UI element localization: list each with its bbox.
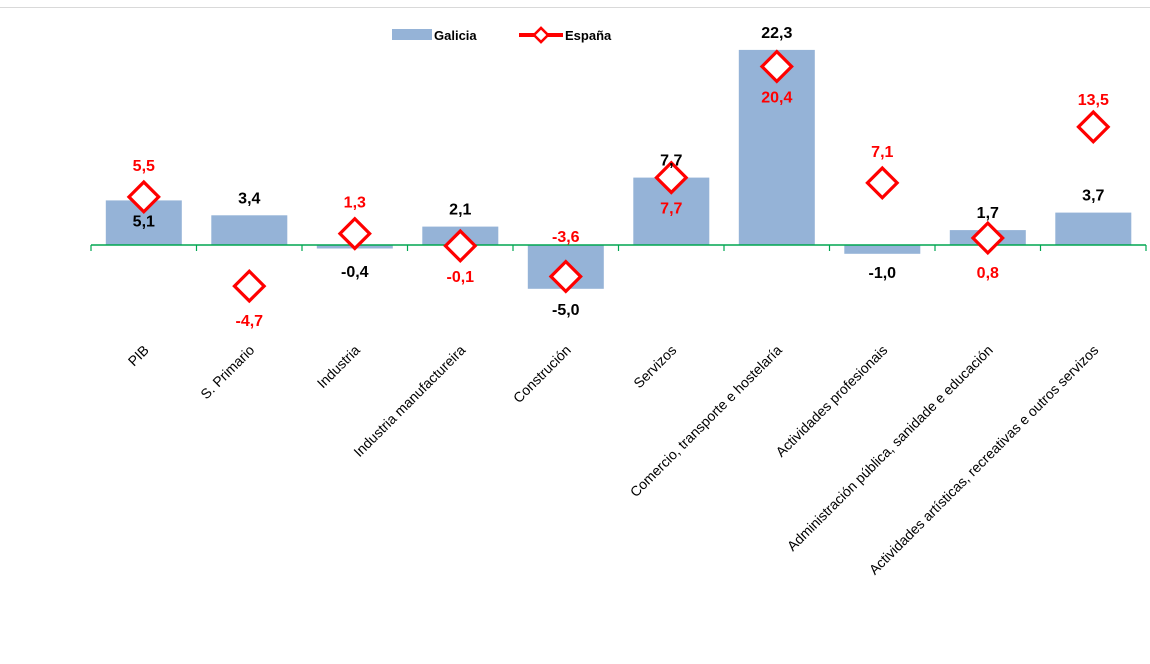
marker-espana-1: [232, 268, 267, 304]
marker-espana-8: [970, 220, 1005, 256]
category-label-8: Administración pública, sanidade e educa…: [784, 342, 996, 554]
category-label-7: Actividades profesionais: [772, 342, 890, 460]
category-label-2: Industria: [314, 342, 363, 391]
marker-espana-6: [759, 49, 794, 84]
data-label-galicia-2: -0,4: [341, 264, 369, 281]
data-label-espana-5: 7,7: [660, 201, 682, 218]
category-label-9: Actividades artísticas, recreativas e ou…: [866, 342, 1102, 578]
data-label-espana-4: -3,6: [552, 229, 580, 246]
category-label-0: PIB: [125, 342, 152, 369]
data-label-espana-7: 7,1: [871, 144, 893, 161]
bar-galicia-1: [211, 215, 288, 246]
marker-espana-3: [443, 228, 478, 264]
axis-layer: [90, 244, 1147, 251]
data-label-galicia-4: -5,0: [552, 302, 580, 319]
data-label-galicia-9: 3,7: [1082, 188, 1104, 205]
data-label-espana-6: 20,4: [761, 90, 792, 107]
data-label-galicia-8: 1,7: [977, 205, 999, 222]
legend-marker-espana: [532, 26, 550, 44]
data-label-galicia-5: 7,7: [660, 153, 682, 170]
marker-espana-2: [337, 216, 372, 251]
marker-espana-9: [1076, 109, 1111, 145]
category-label-4: Construción: [510, 342, 574, 406]
marker-espana-4: [548, 259, 583, 294]
marker-espana-7: [865, 165, 900, 201]
bar-galicia-7: [844, 245, 921, 254]
legend-swatch-galicia: [392, 29, 432, 40]
legend-label-espana: España: [565, 28, 612, 43]
data-label-espana-9: 13,5: [1078, 92, 1109, 109]
data-label-espana-2: 1,3: [344, 195, 366, 212]
category-label-3: Industria manufactureira: [350, 342, 468, 460]
bar-galicia-9: [1055, 212, 1132, 245]
data-label-espana-8: 0,8: [977, 265, 999, 282]
bars-layer: [105, 49, 1132, 289]
category-label-1: S. Primario: [197, 342, 257, 402]
marker-espana-5: [654, 160, 689, 195]
data-label-galicia-0: 5,1: [133, 213, 155, 230]
markers-layer: [126, 49, 1111, 304]
data-label-galicia-7: -1,0: [869, 265, 897, 282]
data-label-galicia-1: 3,4: [238, 190, 260, 207]
data-label-galicia-3: 2,1: [449, 202, 471, 219]
data-label-espana-1: -4,7: [236, 313, 264, 330]
labels-layer: 5,1 5,5 3,4 -4,7 -0,4 1,3 2,1 -0,1 -5,0 -3,6 7,7 7,…: [133, 25, 1109, 330]
data-label-espana-0: 5,5: [133, 158, 155, 175]
legend-label-galicia: Galicia: [434, 28, 477, 43]
marker-espana-0: [126, 179, 161, 215]
data-label-galicia-6: 22,3: [761, 25, 792, 42]
data-label-espana-3: -0,1: [447, 269, 475, 286]
legend: Galicia España: [392, 26, 612, 44]
category-label-5: Servizos: [630, 342, 679, 391]
